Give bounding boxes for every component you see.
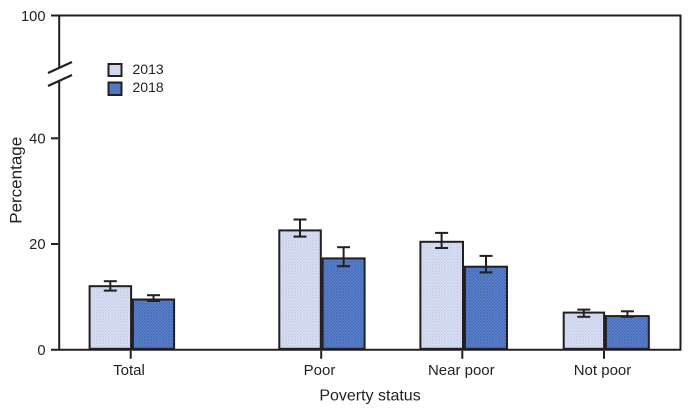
svg-text:Poor: Poor — [304, 362, 336, 379]
svg-text:Total: Total — [113, 362, 145, 379]
svg-text:0: 0 — [37, 343, 45, 359]
svg-text:40: 40 — [29, 131, 45, 147]
svg-text:100: 100 — [21, 9, 46, 25]
svg-text:Poverty status: Poverty status — [319, 388, 420, 405]
svg-text:Percentage: Percentage — [7, 137, 26, 224]
svg-text:Near poor: Near poor — [428, 362, 495, 379]
svg-text:20: 20 — [29, 237, 45, 253]
svg-text:2018: 2018 — [133, 79, 164, 95]
svg-text:Not poor: Not poor — [574, 362, 632, 379]
svg-text:2013: 2013 — [133, 61, 164, 77]
